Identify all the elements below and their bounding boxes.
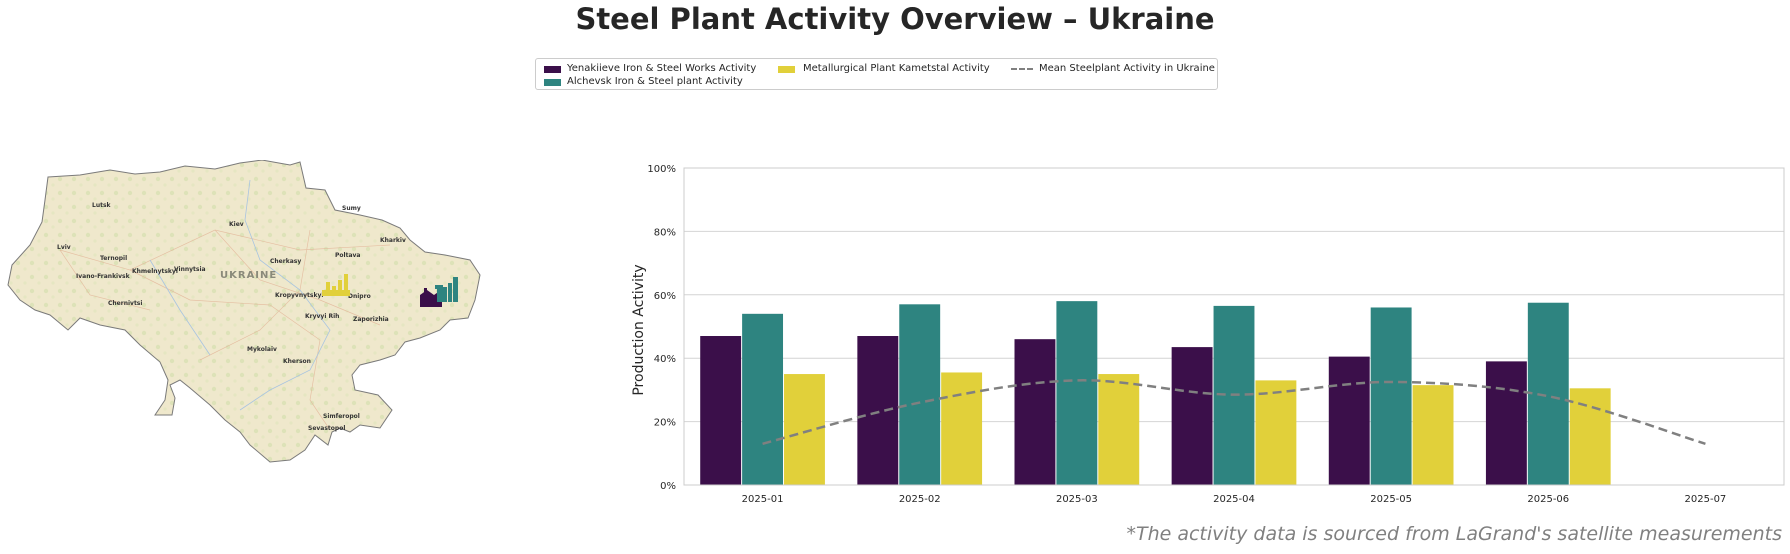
bar: [700, 336, 742, 485]
x-tick-label: 2025-04: [1213, 494, 1255, 505]
bar: [1569, 388, 1611, 485]
x-tick-label: 2025-02: [899, 494, 941, 505]
ukraine-map: Lutsk Kiev Kharkiv Lviv Ternopil Sumy Po…: [7, 160, 481, 463]
y-tick-label: 0%: [660, 481, 676, 492]
bar-chart: 0% 20% 40% 60% 80% 100% 2025-01 2025-02 2025-03 2…: [631, 164, 1785, 505]
factory-icon-teal: [435, 277, 458, 302]
map-city: Mykolaiv: [247, 346, 277, 353]
line-layer: [762, 379, 1706, 445]
map-city: Khmelnytskyi: [132, 268, 178, 275]
map-city: Lutsk: [92, 202, 112, 209]
bar: [1255, 380, 1297, 485]
source-note: *The activity data is sourced from LaGra…: [1126, 523, 1782, 545]
y-tick-label: 40%: [654, 354, 676, 365]
legend-label-kametstal: Metallurgical Plant Kametstal Activity: [803, 63, 990, 74]
map-city: Ternopil: [100, 255, 127, 262]
legend-swatch-yenakiieve: [544, 66, 561, 73]
map-city: Chernivtsi: [108, 300, 142, 307]
y-axis-label: Production Activity: [631, 264, 647, 395]
bar: [1098, 374, 1140, 485]
mean-activity-line: [762, 379, 1706, 445]
map-roads: [59, 229, 391, 431]
legend-swatch-kametstal: [778, 66, 795, 73]
chart-title: Steel Plant Activity Overview – Ukraine: [575, 2, 1215, 36]
bar: [857, 336, 899, 485]
map-city: Kiev: [229, 221, 244, 228]
bar: [1485, 361, 1527, 485]
bar: [1370, 307, 1412, 485]
plot-frame: [683, 167, 1785, 486]
ukraine-outline: [7, 160, 481, 463]
legend-swatch-alchevsk: [544, 79, 561, 86]
bar: [1412, 385, 1454, 485]
y-tick-label: 100%: [647, 164, 676, 175]
bar: [899, 304, 941, 485]
bar: [1171, 347, 1213, 485]
map-city: Sumy: [342, 205, 361, 212]
bar: [1328, 356, 1370, 485]
bar: [784, 374, 825, 485]
x-tick-label: 2025-07: [1685, 494, 1727, 505]
x-tick-label: 2025-03: [1056, 494, 1098, 505]
map-city: Ivano-Frankivsk: [76, 273, 131, 280]
bars-layer: [700, 301, 1611, 485]
bar: [742, 313, 784, 485]
legend-label-yenakiieve: Yenakiieve Iron & Steel Works Activity: [567, 63, 757, 74]
bar: [1014, 339, 1056, 485]
map-city: Zaporizhia: [353, 316, 389, 323]
y-tick-label: 80%: [654, 227, 676, 238]
map-city: Kherson: [283, 358, 311, 365]
map-city: Cherkasy: [270, 258, 301, 265]
map-country-label: UKRAINE: [220, 270, 277, 281]
legend-line-mean: [1011, 68, 1033, 70]
map-city: Kryvyi Rih: [305, 313, 339, 320]
bar: [941, 372, 983, 485]
map-city: Kropyvnytskyi: [275, 292, 323, 299]
x-tick-label: 2025-05: [1370, 494, 1412, 505]
map-city: Vinnytsia: [174, 266, 206, 273]
x-tick-label: 2025-01: [742, 494, 784, 505]
map-city: Dnipro: [348, 293, 371, 300]
legend: Yenakiieve Iron & Steel Works Activity A…: [535, 58, 1218, 90]
bar: [1527, 302, 1569, 485]
axis-layer: 0% 20% 40% 60% 80% 100% 2025-01 2025-02 2025-03 2…: [647, 164, 1785, 505]
x-tick-label: 2025-06: [1527, 494, 1569, 505]
factory-icon-purple: [420, 288, 442, 307]
map-city: Simferopol: [323, 413, 360, 420]
map-city: Sevastopol: [308, 425, 345, 432]
map-city: Kharkiv: [380, 237, 406, 244]
y-tick-label: 20%: [654, 418, 676, 429]
map-city: Poltava: [335, 252, 360, 259]
bar: [1056, 301, 1098, 485]
map-rivers: [149, 179, 331, 411]
legend-label-mean: Mean Steelplant Activity in Ukraine: [1039, 63, 1215, 74]
y-tick-label: 60%: [654, 291, 676, 302]
map-city: Lviv: [57, 244, 71, 251]
factory-icon-yellow: [322, 274, 350, 296]
legend-label-alchevsk: Alchevsk Iron & Steel plant Activity: [567, 76, 743, 87]
